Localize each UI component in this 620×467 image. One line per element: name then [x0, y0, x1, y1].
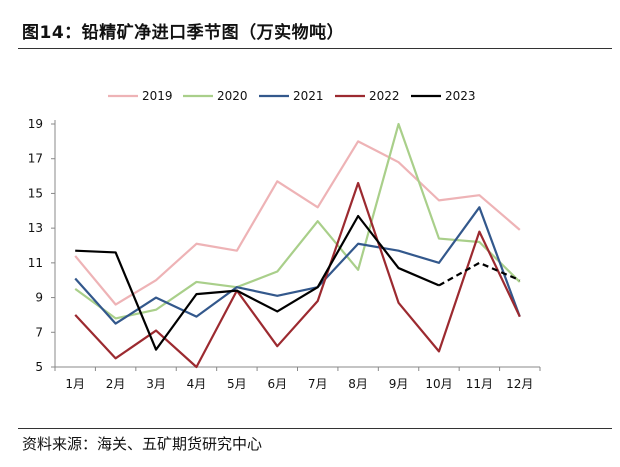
x-tick-label: 8月 [348, 377, 368, 391]
x-tick-label: 4月 [187, 377, 207, 391]
x-tick-label: 11月 [466, 377, 493, 391]
source-note: 资料来源：海关、五矿期货研究中心 [22, 435, 263, 453]
x-tick-label: 12月 [506, 377, 533, 391]
series-line-2021 [74, 206, 521, 325]
x-tick-label: 6月 [267, 377, 287, 391]
series-line-2019 [74, 140, 521, 306]
series-line-2023-forecast [438, 261, 521, 287]
series-line-2020 [74, 122, 521, 320]
series-line-2023 [75, 214, 440, 351]
y-tick-label: 15 [28, 186, 43, 200]
y-tick-label: 5 [35, 360, 43, 374]
x-tick-label: 2月 [106, 377, 126, 391]
x-tick-label: 3月 [146, 377, 166, 391]
axes: 5 7 9 11 13 15 17 19 1月 2月 3月 4月 5月 6月 7月 8月 9月 10月 11月 12月 [28, 117, 541, 391]
x-tick-label: 9月 [389, 377, 409, 391]
x-tick-label: 1月 [65, 377, 85, 391]
y-tick-label: 19 [28, 117, 43, 131]
x-tick-label: 10月 [425, 377, 452, 391]
source-divider [18, 428, 612, 429]
legend-label-2019: 2019 [142, 89, 173, 103]
y-tick-label: 7 [35, 325, 43, 339]
x-tick-label: 7月 [308, 377, 328, 391]
legend-label-2020: 2020 [217, 89, 248, 103]
y-tick-label: 9 [35, 291, 43, 305]
title-divider [18, 48, 612, 49]
series-line-2022 [74, 181, 521, 369]
y-tick-label: 13 [28, 221, 43, 235]
x-tick-label: 5月 [227, 377, 247, 391]
legend-label-2021: 2021 [293, 89, 324, 103]
legend-label-2022: 2022 [369, 89, 400, 103]
legend-label-2023: 2023 [445, 89, 476, 103]
series-lines [74, 122, 521, 369]
chart-title: 图14：铅精矿净进口季节图（万实物吨） [22, 23, 345, 43]
y-tick-label: 17 [28, 152, 43, 166]
y-tick-label: 11 [28, 256, 43, 270]
legend: 2019 2020 2021 2022 2023 [108, 89, 476, 103]
